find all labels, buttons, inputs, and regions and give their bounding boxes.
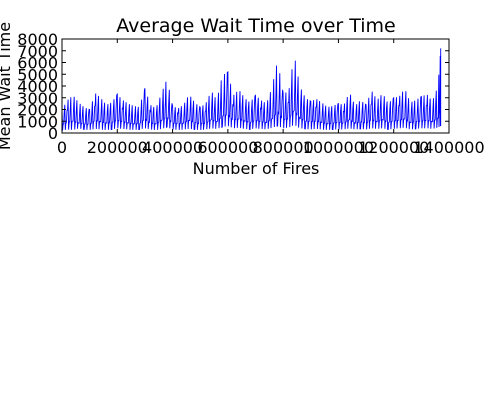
x-tick-label: 400000: [142, 138, 203, 157]
y-axis-title: Mean Wait Time: [0, 22, 14, 150]
x-tick-label: 1000000: [303, 138, 374, 157]
x-tick-label: 0: [57, 138, 67, 157]
y-tick-label: 3000: [17, 89, 58, 108]
y-tick-label: 0: [48, 124, 58, 143]
x-tick-label: 1200000: [358, 138, 429, 157]
x-tick-label: 600000: [197, 138, 258, 157]
x-tick-label: 800000: [253, 138, 314, 157]
x-tick-label: 1400000: [413, 138, 484, 157]
y-tick-label: 7000: [17, 42, 58, 61]
y-tick-label: 5000: [17, 65, 58, 84]
plot-frame: [61, 38, 450, 134]
y-tick-label: 2000: [17, 101, 58, 120]
y-tick-label: 1000: [17, 112, 58, 131]
plot-area: [61, 48, 442, 131]
x-axis-title: Number of Fires: [193, 159, 320, 178]
y-tick-label: 6000: [17, 54, 58, 73]
y-tick-label: 4000: [17, 77, 58, 96]
x-axis: 0 200000400000600000800000100000012000001…: [57, 39, 485, 157]
chart-title: Average Wait Time over Time: [116, 15, 396, 37]
x-tick-label: 200000: [87, 138, 148, 157]
y-tick-label: 8000: [17, 30, 58, 49]
series-line-0: [61, 48, 442, 131]
